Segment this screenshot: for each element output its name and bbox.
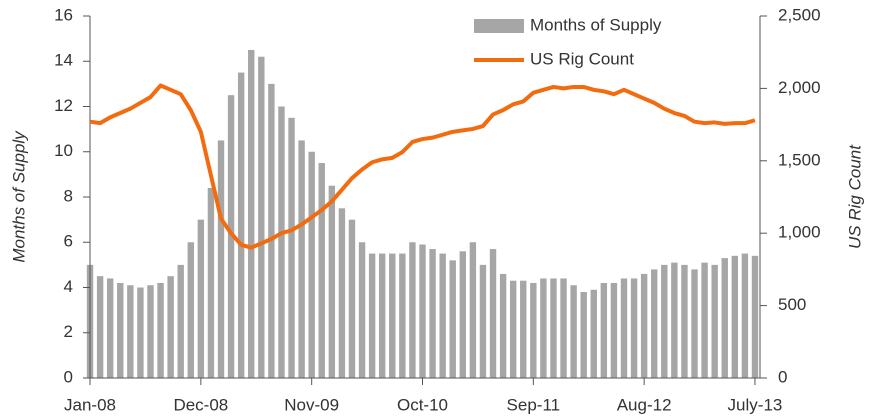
y-tick-label: 6 <box>64 232 73 251</box>
bar <box>328 185 336 378</box>
bar <box>711 264 718 378</box>
bar <box>530 282 537 378</box>
y-tick-label: 0 <box>64 367 73 386</box>
x-tick-label: Sep-11 <box>507 395 561 414</box>
bar <box>560 278 567 378</box>
y-tick-label: 2 <box>64 322 73 341</box>
y-axis-label: Months of Supply <box>9 130 28 263</box>
bar <box>731 255 739 378</box>
bar <box>509 280 517 378</box>
bar <box>469 242 477 378</box>
bar <box>338 208 346 378</box>
bar <box>691 269 698 378</box>
bar <box>409 242 416 378</box>
bar <box>177 264 184 378</box>
y-tick-label: 16 <box>54 5 73 24</box>
bar <box>348 219 356 378</box>
y-tick-label: 4 <box>64 277 73 296</box>
x-tick-label: July-13 <box>728 395 783 414</box>
legend-swatch <box>474 19 524 33</box>
bar <box>570 285 577 378</box>
bar <box>620 278 628 378</box>
bar <box>399 253 406 378</box>
bar <box>389 253 396 378</box>
bar <box>358 242 366 378</box>
bar <box>419 244 426 378</box>
bar <box>278 106 285 378</box>
bar <box>489 249 497 378</box>
bar <box>96 276 104 378</box>
legend-label: Months of Supply <box>530 15 662 34</box>
bar <box>308 151 315 378</box>
y2-tick-label: 1,500 <box>778 150 821 169</box>
bar <box>147 285 154 378</box>
x-tick-label: Jan-08 <box>64 395 116 414</box>
bar <box>671 262 678 378</box>
y2-axis-label: US Rig Count <box>845 144 864 249</box>
y2-tick-label: 500 <box>778 295 806 314</box>
bar <box>590 289 597 378</box>
bar <box>268 83 275 378</box>
bar <box>439 253 446 378</box>
y2-tick-label: 2,500 <box>778 5 821 24</box>
bar <box>197 219 205 378</box>
x-tick-label: Nov-09 <box>284 395 339 414</box>
bar <box>449 260 456 378</box>
bar <box>459 251 466 378</box>
bar <box>610 282 618 378</box>
bar <box>540 278 547 378</box>
bar <box>167 276 174 378</box>
bar <box>288 117 295 378</box>
bar <box>600 282 608 378</box>
bar <box>751 255 759 378</box>
bar <box>550 278 557 378</box>
legend-label: US Rig Count <box>530 49 634 68</box>
bar <box>640 273 648 378</box>
bar <box>187 242 194 378</box>
bar <box>137 287 144 378</box>
x-tick-label: Oct-10 <box>397 395 448 414</box>
bar <box>157 282 164 378</box>
bar <box>117 282 124 378</box>
bar <box>368 253 376 378</box>
bar <box>227 95 235 378</box>
bar <box>630 278 638 378</box>
line <box>89 83 756 250</box>
bar <box>479 264 487 378</box>
bar <box>741 253 749 378</box>
bar <box>701 262 708 378</box>
bar <box>106 278 114 378</box>
y-tick-label: 12 <box>54 96 73 115</box>
bar <box>499 273 507 378</box>
bar <box>207 187 215 378</box>
bar <box>661 264 668 378</box>
y2-tick-label: 2,000 <box>778 78 821 97</box>
x-tick-label: Aug-12 <box>617 395 672 414</box>
bar <box>248 49 255 378</box>
y-tick-label: 8 <box>64 186 73 205</box>
bar <box>237 72 245 378</box>
bar <box>580 292 587 378</box>
bar <box>681 264 688 378</box>
x-tick-label: Dec-08 <box>173 395 228 414</box>
bar <box>127 285 134 378</box>
bar <box>258 56 265 378</box>
bar <box>429 249 436 378</box>
bar <box>651 269 658 378</box>
bar <box>298 140 305 378</box>
bar <box>721 258 728 378</box>
bar <box>520 280 527 378</box>
bar <box>379 253 386 378</box>
y2-tick-label: 1,000 <box>778 223 821 242</box>
bar <box>318 163 325 378</box>
y2-tick-label: 0 <box>778 367 787 386</box>
bar <box>217 140 225 378</box>
y-tick-label: 10 <box>54 141 73 160</box>
y-tick-label: 14 <box>54 51 73 70</box>
